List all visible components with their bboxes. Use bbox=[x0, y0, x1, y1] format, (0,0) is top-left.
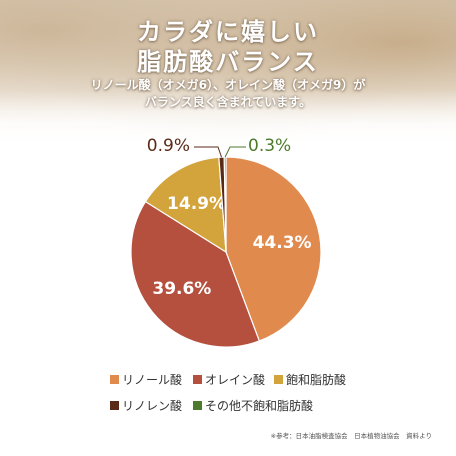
slice-label-other-unsaturated: 0.3% bbox=[248, 136, 291, 156]
slice-label-oleic: 39.6% bbox=[152, 279, 211, 299]
legend-swatch bbox=[110, 375, 119, 384]
legend-swatch bbox=[110, 401, 119, 410]
legend-label: 飽和脂肪酸 bbox=[286, 373, 347, 387]
legend-swatch bbox=[274, 375, 283, 384]
legend-item-oleic: オレイン酸 bbox=[193, 371, 265, 388]
legend-item-saturated: 飽和脂肪酸 bbox=[274, 371, 346, 388]
pie-slice-saturated bbox=[144, 156, 227, 254]
description-line2: バランス良く含まれています。 bbox=[144, 95, 312, 109]
page-title-line2: 脂肪酸バランス bbox=[137, 48, 319, 76]
pie-slice-other-unsaturated bbox=[223, 156, 227, 253]
legend-swatch bbox=[193, 375, 202, 384]
slice-label-linolenic: 0.9% bbox=[147, 136, 190, 156]
leader-line-linolenic bbox=[194, 146, 222, 158]
page-title-line1: カラダに嬉しい bbox=[137, 18, 319, 46]
pie-chart: 44.3% 39.6% 14.9% 0.9% 0.3% bbox=[130, 136, 322, 348]
description-line1: リノール酸（オメガ6）、オレイン酸（オメガ9）が bbox=[90, 78, 366, 92]
legend-label: その他不飽和脂肪酸 bbox=[205, 399, 314, 413]
source-footnote: ※参考：日本油脂検査協会 日本植物油協会 資料より bbox=[270, 432, 432, 440]
slice-label-linoleic: 44.3% bbox=[253, 233, 312, 253]
leader-line-other-unsaturated bbox=[224, 146, 246, 158]
legend-label: リノレン酸 bbox=[122, 399, 183, 413]
legend-label: リノール酸 bbox=[122, 373, 183, 387]
legend-item-other-unsaturated: その他不飽和脂肪酸 bbox=[193, 397, 313, 414]
legend-item-linoleic: リノール酸 bbox=[110, 371, 182, 388]
legend-item-linolenic: リノレン酸 bbox=[110, 397, 182, 414]
pie-slice-linoleic bbox=[225, 156, 322, 342]
slice-label-saturated: 14.9% bbox=[167, 194, 226, 214]
pie-slice-oleic bbox=[130, 200, 261, 348]
legend-swatch bbox=[193, 401, 202, 410]
header-background bbox=[0, 0, 456, 150]
legend-label: オレイン酸 bbox=[205, 373, 266, 387]
